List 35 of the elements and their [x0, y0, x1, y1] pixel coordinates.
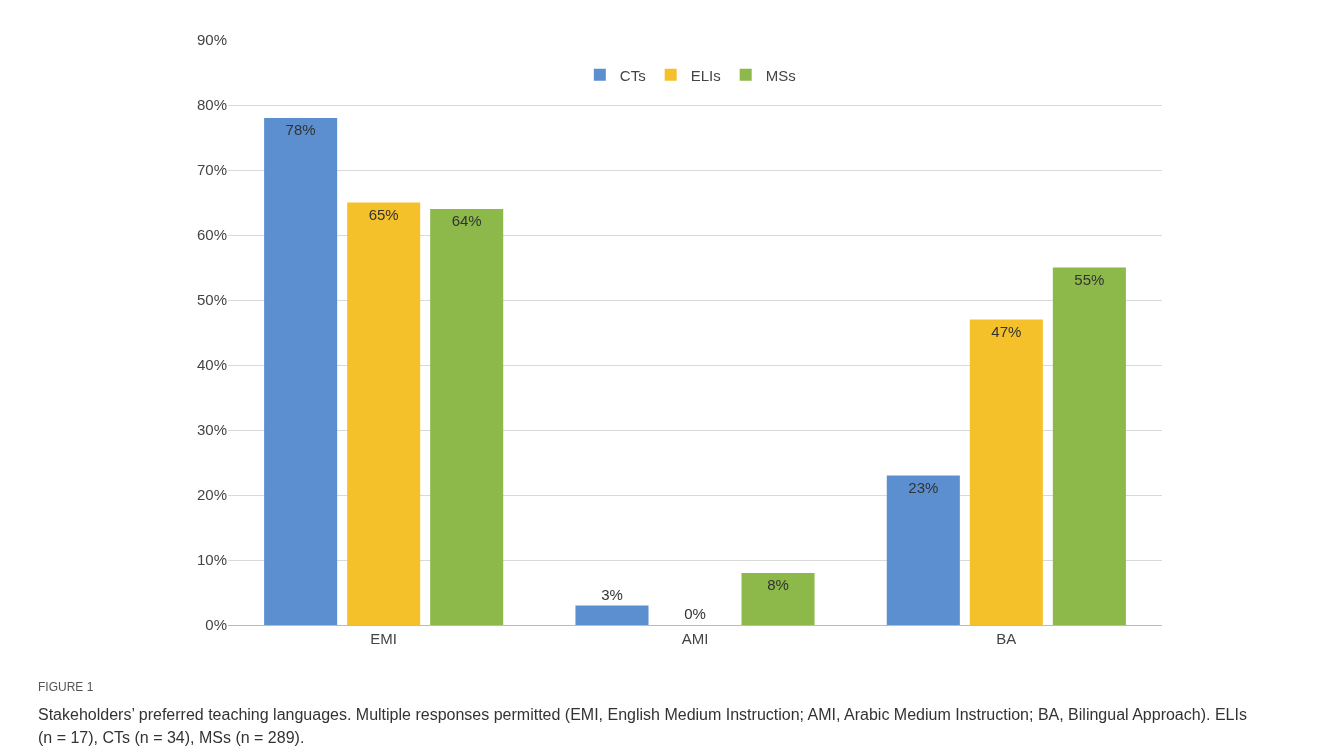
legend-label: CTs — [619, 66, 646, 84]
y-tick-label: 80% — [196, 96, 227, 114]
y-tick-label: 90% — [196, 31, 227, 49]
x-tick-label: BA — [996, 630, 1017, 647]
data-label: 0% — [684, 605, 706, 622]
bar — [886, 475, 960, 625]
data-label: 8% — [767, 576, 789, 593]
x-tick-label: EMI — [370, 630, 398, 647]
data-label: 64% — [451, 212, 482, 229]
legend-label: ELIs — [690, 66, 721, 84]
bar — [575, 605, 649, 625]
y-tick-label: 10% — [196, 551, 227, 569]
data-label: 78% — [285, 121, 316, 138]
y-tick-label: 70% — [196, 161, 227, 179]
x-tick-label: AMI — [681, 630, 709, 647]
data-label: 23% — [908, 478, 939, 496]
bar — [430, 209, 504, 625]
bar — [1052, 267, 1126, 625]
data-label: 65% — [368, 205, 399, 223]
data-label: 3% — [601, 585, 623, 603]
bar — [347, 202, 421, 625]
bar — [264, 118, 338, 625]
caption: FIGURE 1 — [38, 679, 95, 696]
y-tick-label: 50% — [196, 291, 227, 309]
y-tick-label: 60% — [196, 226, 227, 244]
bar — [741, 573, 815, 625]
y-tick-label: 20% — [196, 486, 227, 504]
text: Stakeholders’ preferred teaching languages. Multiple responses permitted (EMI, English Medium Instruction; AMI, Arabic Medium Instruction; BA, Bilingual Approach). ELIs (n = 17), CTs (n = 34), MSs (n = 289). — [38, 705, 1248, 748]
y-tick-label: 0% — [205, 616, 227, 634]
legend-label: MSs — [765, 66, 796, 84]
data-label: 55% — [1074, 270, 1105, 288]
y-tick-label: 30% — [196, 421, 227, 439]
y-tick-label: 40% — [196, 356, 227, 374]
data-label: 47% — [991, 322, 1022, 340]
bar — [969, 319, 1043, 625]
